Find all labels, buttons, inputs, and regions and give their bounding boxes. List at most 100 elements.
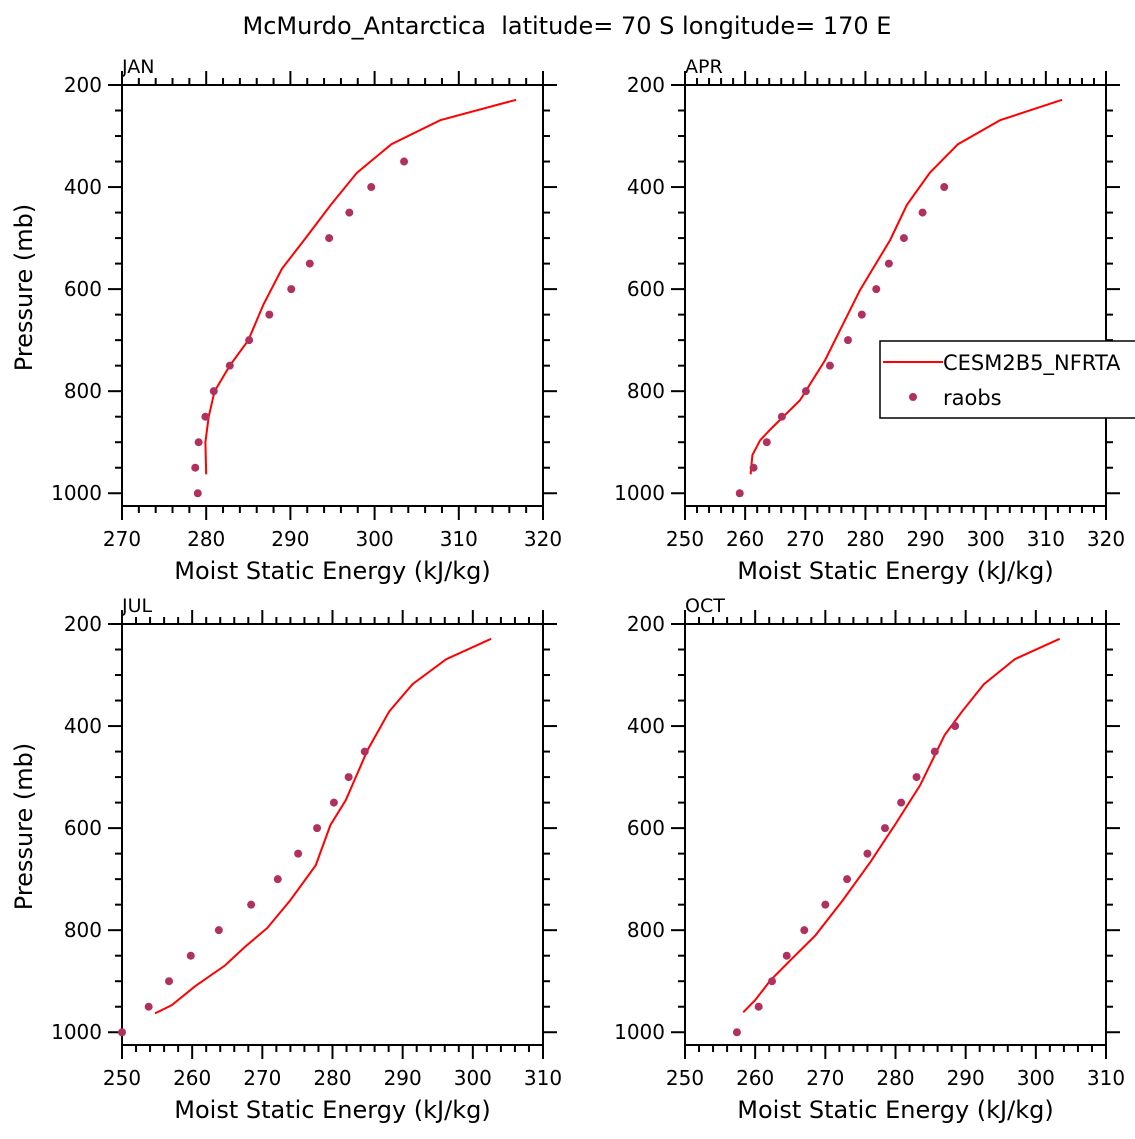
x-axis-label: Moist Static Energy (kJ/kg) xyxy=(737,1096,1053,1124)
raobs-point xyxy=(294,849,303,858)
x-tick-label: 280 xyxy=(846,527,884,551)
legend-box xyxy=(879,340,1135,419)
raobs-point xyxy=(825,361,834,370)
raobs-point xyxy=(843,875,852,884)
x-tick-label: 300 xyxy=(967,527,1005,551)
raobs-point xyxy=(735,489,744,498)
x-tick-label: 270 xyxy=(786,527,824,551)
axes-frame xyxy=(684,84,1107,507)
raobs-point xyxy=(754,1002,763,1011)
raobs-point xyxy=(768,977,777,986)
legend-dot-marker xyxy=(909,393,917,401)
legend-label-raobs: raobs xyxy=(943,386,1002,410)
x-tick-label: 250 xyxy=(666,1066,704,1090)
raobs-point xyxy=(313,824,322,833)
raobs-point xyxy=(749,463,758,472)
panel-label: APR xyxy=(685,56,723,78)
panel-apr: 250 260 270 280 290 300 310 320 200 400 600 800 1000… xyxy=(614,56,1125,585)
panel-jul: 250 260 270 280 290 300 310 200 400 600 800 1000 JUL… xyxy=(10,595,562,1124)
panel-label: JAN xyxy=(121,56,154,78)
y-tick-label: 800 xyxy=(64,379,102,403)
y-tick-label: 600 xyxy=(64,816,102,840)
x-tick-label: 310 xyxy=(440,527,478,551)
y-tick-label: 200 xyxy=(64,73,102,97)
raobs-point xyxy=(191,463,200,472)
raobs-point xyxy=(777,412,786,421)
raobs-point xyxy=(762,438,771,447)
y-axis-label: Pressure (mb) xyxy=(10,743,38,910)
y-tick-label: 200 xyxy=(627,73,665,97)
y-tick-label: 800 xyxy=(627,379,665,403)
raobs-point xyxy=(940,183,949,192)
x-tick-label: 280 xyxy=(876,1066,914,1090)
raobs-point xyxy=(897,798,906,807)
raobs-point xyxy=(193,489,202,498)
x-tick-label: 280 xyxy=(313,1066,351,1090)
raobs-point xyxy=(194,438,203,447)
raobs-point xyxy=(273,875,282,884)
y-tick-label: 1000 xyxy=(51,481,102,505)
x-tick-label: 270 xyxy=(243,1066,281,1090)
x-tick-label: 260 xyxy=(726,527,764,551)
raobs-point xyxy=(899,234,908,243)
raobs-point xyxy=(287,285,296,294)
x-tick-label: 250 xyxy=(103,1066,141,1090)
x-tick-label: 280 xyxy=(187,527,225,551)
raobs-point xyxy=(884,259,893,268)
raobs-point xyxy=(782,951,791,960)
raobs-point xyxy=(732,1028,741,1037)
raobs-point xyxy=(186,951,195,960)
y-tick-label: 400 xyxy=(64,175,102,199)
panel-label: JUL xyxy=(121,595,153,617)
x-tick-label: 290 xyxy=(384,1066,422,1090)
y-tick-label: 400 xyxy=(627,714,665,738)
raobs-point xyxy=(912,773,921,782)
x-tick-label: 290 xyxy=(906,527,944,551)
raobs-point xyxy=(201,412,210,421)
raobs-point xyxy=(843,336,852,345)
raobs-point xyxy=(118,1028,126,1037)
model-line xyxy=(154,637,492,1015)
x-axis-label: Moist Static Energy (kJ/kg) xyxy=(174,1096,490,1124)
x-tick-label: 300 xyxy=(1017,1066,1055,1090)
x-tick-label: 260 xyxy=(736,1066,774,1090)
x-tick-label: 250 xyxy=(666,527,704,551)
raobs-point xyxy=(247,900,256,909)
raobs-point xyxy=(245,336,254,345)
y-tick-label: 1000 xyxy=(51,1020,102,1044)
panel-oct: 250 260 270 280 290 300 310 200 400 600 800 1000 OCT… xyxy=(614,595,1125,1124)
raobs-point xyxy=(209,387,218,396)
y-tick-label: 1000 xyxy=(614,1020,665,1044)
raobs-point xyxy=(265,310,274,319)
chart-title: McMurdo_Antarctica latitude= 70 S longit… xyxy=(243,12,892,40)
raobs-point xyxy=(214,926,223,935)
raobs-point xyxy=(801,387,810,396)
raobs-point xyxy=(165,977,174,986)
y-tick-label: 400 xyxy=(64,714,102,738)
x-axis-label: Moist Static Energy (kJ/kg) xyxy=(174,557,490,585)
y-tick-label: 600 xyxy=(64,277,102,301)
x-tick-label: 300 xyxy=(454,1066,492,1090)
x-tick-label: 320 xyxy=(1087,527,1125,551)
x-tick-label: 310 xyxy=(1087,1066,1125,1090)
raobs-point xyxy=(872,285,881,294)
model-line xyxy=(749,98,1063,475)
y-tick-label: 800 xyxy=(64,918,102,942)
panel-jan: 270 280 290 300 310 320 200 400 600 800 1000 JAN Moi… xyxy=(10,56,562,585)
y-axis-label: Pressure (mb) xyxy=(10,204,38,371)
raobs-point xyxy=(800,926,809,935)
raobs-point xyxy=(880,824,889,833)
x-tick-label: 290 xyxy=(271,527,309,551)
raobs-point xyxy=(821,900,830,909)
raobs-point xyxy=(930,747,939,756)
x-tick-label: 300 xyxy=(356,527,394,551)
y-tick-label: 200 xyxy=(64,612,102,636)
axes-frame xyxy=(121,623,544,1046)
x-tick-label: 270 xyxy=(103,527,141,551)
y-tick-label: 800 xyxy=(627,918,665,942)
y-tick-label: 200 xyxy=(627,612,665,636)
model-line xyxy=(204,98,517,475)
y-tick-label: 600 xyxy=(627,816,665,840)
raobs-point xyxy=(344,773,353,782)
raobs-point xyxy=(345,208,354,217)
